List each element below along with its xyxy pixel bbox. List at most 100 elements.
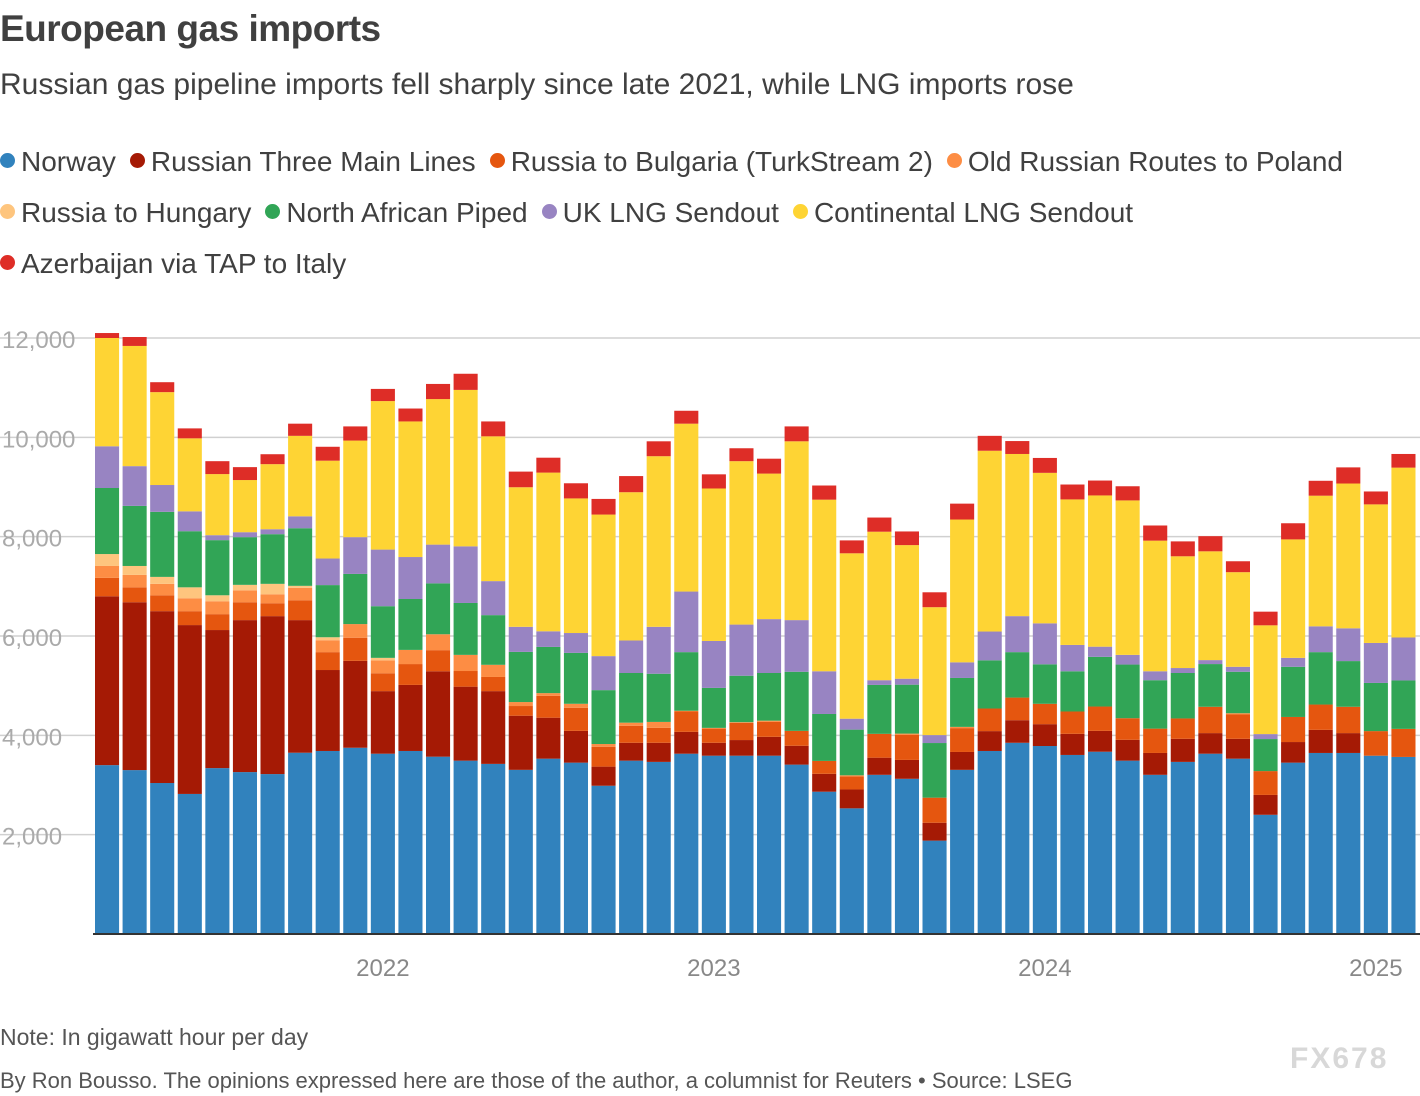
bar-segment-uk-lng-sendout bbox=[315, 558, 340, 586]
bar-segment-north-african-piped bbox=[122, 505, 147, 566]
bar-segment-uk-lng-sendout bbox=[95, 446, 120, 488]
x-tick-label: 2023 bbox=[687, 955, 740, 980]
bar-segment-uk-lng-sendout bbox=[922, 735, 947, 744]
bar-segment-uk-lng-sendout bbox=[260, 529, 285, 535]
bar-segment-norway bbox=[701, 755, 726, 934]
x-tick-label: 2022 bbox=[356, 955, 409, 980]
bar-segment-russian-three-main-lines bbox=[977, 731, 1002, 751]
bar-segment-russian-three-main-lines bbox=[839, 789, 864, 809]
bar-segment-norway bbox=[1170, 761, 1195, 934]
bar-segment-russian-three-main-lines bbox=[894, 759, 919, 779]
bar-segment-north-african-piped bbox=[977, 660, 1002, 709]
bar-segment-russia-to-bulgaria-turkstream-2 bbox=[1363, 731, 1388, 756]
bar-segment-continental-lng-sendout bbox=[1143, 540, 1168, 672]
bar-segment-north-african-piped bbox=[812, 713, 837, 761]
bar-segment-norway bbox=[1088, 751, 1113, 934]
bar-segment-uk-lng-sendout bbox=[1170, 668, 1195, 674]
bar-segment-russian-three-main-lines bbox=[1170, 738, 1195, 762]
bar-segment-old-russian-routes-to-poland bbox=[122, 574, 147, 588]
bar-segment-azerbaijan-via-tap-to-italy bbox=[839, 540, 864, 554]
bar-segment-russia-to-bulgaria-turkstream-2 bbox=[1088, 706, 1113, 731]
bar-segment-russia-to-bulgaria-turkstream-2 bbox=[1170, 718, 1195, 739]
bar-segment-russian-three-main-lines bbox=[232, 620, 257, 773]
bar-segment-azerbaijan-via-tap-to-italy bbox=[784, 426, 809, 442]
bar-segment-continental-lng-sendout bbox=[398, 421, 423, 558]
bar-segment-azerbaijan-via-tap-to-italy bbox=[260, 454, 285, 465]
bar-segment-old-russian-routes-to-poland bbox=[205, 601, 230, 615]
bar-segment-russian-three-main-lines bbox=[729, 740, 754, 756]
bar-segment-uk-lng-sendout bbox=[343, 537, 368, 574]
legend-item: Russian Three Main Lines bbox=[129, 136, 476, 187]
bar-segment-russia-to-bulgaria-turkstream-2 bbox=[1032, 703, 1057, 725]
bar-segment-north-african-piped bbox=[619, 673, 644, 723]
bar-segment-old-russian-routes-to-poland bbox=[563, 703, 588, 708]
bar-segment-azerbaijan-via-tap-to-italy bbox=[315, 446, 340, 461]
bar-segment-uk-lng-sendout bbox=[1198, 660, 1223, 665]
bar-segment-uk-lng-sendout bbox=[839, 718, 864, 730]
bar-segment-norway bbox=[1005, 742, 1030, 934]
bar-segment-russian-three-main-lines bbox=[1115, 739, 1140, 761]
bar-segment-norway bbox=[150, 783, 175, 934]
watermark: FX678 bbox=[1290, 1042, 1389, 1075]
bar-segment-russia-to-bulgaria-turkstream-2 bbox=[867, 733, 892, 758]
bar-segment-north-african-piped bbox=[150, 511, 175, 577]
bar-segment-azerbaijan-via-tap-to-italy bbox=[701, 474, 726, 489]
bar-segment-continental-lng-sendout bbox=[757, 473, 782, 620]
bar-segment-norway bbox=[757, 755, 782, 934]
bar-segment-uk-lng-sendout bbox=[122, 466, 147, 506]
legend-item: Old Russian Routes to Poland bbox=[946, 136, 1343, 187]
bar-segment-old-russian-routes-to-poland bbox=[150, 583, 175, 596]
bar-segment-russia-to-bulgaria-turkstream-2 bbox=[95, 577, 120, 597]
bar-segment-continental-lng-sendout bbox=[508, 487, 533, 627]
bar-segment-uk-lng-sendout bbox=[1308, 626, 1333, 653]
bar-segment-old-russian-routes-to-poland bbox=[288, 587, 313, 601]
bar-segment-north-african-piped bbox=[260, 534, 285, 584]
legend: Norway Russian Three Main Lines Russia to … bbox=[0, 136, 1400, 289]
bar-segment-russian-three-main-lines bbox=[1143, 752, 1168, 775]
legend-item: Russia to Hungary bbox=[0, 187, 251, 238]
legend-item: Azerbaijan via TAP to Italy bbox=[0, 238, 346, 289]
bar-segment-azerbaijan-via-tap-to-italy bbox=[508, 471, 533, 488]
bar-segment-continental-lng-sendout bbox=[426, 399, 451, 545]
bar-segment-norway bbox=[1060, 754, 1085, 934]
bar-segment-norway bbox=[508, 769, 533, 934]
bar-segment-uk-lng-sendout bbox=[1032, 623, 1057, 665]
bar-segment-north-african-piped bbox=[1253, 739, 1278, 772]
bar-segment-continental-lng-sendout bbox=[812, 499, 837, 672]
bar-segment-old-russian-routes-to-poland bbox=[343, 624, 368, 638]
bar-segment-azerbaijan-via-tap-to-italy bbox=[177, 428, 202, 439]
bar-segment-continental-lng-sendout bbox=[1115, 500, 1140, 655]
bar-segment-azerbaijan-via-tap-to-italy bbox=[922, 592, 947, 608]
bar-segment-north-african-piped bbox=[950, 677, 975, 727]
bar-segment-russian-three-main-lines bbox=[508, 715, 533, 770]
bar-segment-russia-to-bulgaria-turkstream-2 bbox=[370, 673, 395, 692]
bar-segment-azerbaijan-via-tap-to-italy bbox=[1253, 611, 1278, 626]
bar-segment-russian-three-main-lines bbox=[398, 684, 423, 751]
bar-segment-uk-lng-sendout bbox=[1281, 657, 1306, 667]
bar-segment-uk-lng-sendout bbox=[729, 624, 754, 676]
bar-segment-russia-to-bulgaria-turkstream-2 bbox=[260, 603, 285, 617]
bar-segment-azerbaijan-via-tap-to-italy bbox=[1336, 467, 1361, 484]
bar-segment-russian-three-main-lines bbox=[563, 730, 588, 763]
bar-segment-north-african-piped bbox=[370, 606, 395, 658]
bar-segment-north-african-piped bbox=[729, 675, 754, 723]
bar-segment-north-african-piped bbox=[426, 583, 451, 635]
bar-segment-russian-three-main-lines bbox=[95, 596, 120, 766]
bar-segment-uk-lng-sendout bbox=[1060, 644, 1085, 672]
bar-segment-continental-lng-sendout bbox=[122, 345, 147, 467]
bar-segment-azerbaijan-via-tap-to-italy bbox=[95, 333, 120, 338]
bar-segment-old-russian-routes-to-poland bbox=[315, 640, 340, 653]
bar-segment-norway bbox=[646, 761, 671, 934]
bar-segment-azerbaijan-via-tap-to-italy bbox=[1281, 523, 1306, 540]
bar-segment-russian-three-main-lines bbox=[591, 766, 616, 786]
bar-segment-russia-to-bulgaria-turkstream-2 bbox=[343, 637, 368, 661]
bar-segment-norway bbox=[977, 750, 1002, 934]
bar-segment-russian-three-main-lines bbox=[784, 745, 809, 765]
bar-segment-russia-to-bulgaria-turkstream-2 bbox=[563, 707, 588, 731]
bar-segment-uk-lng-sendout bbox=[812, 671, 837, 714]
bar-segment-norway bbox=[1143, 774, 1168, 934]
bar-segment-old-russian-routes-to-poland bbox=[177, 598, 202, 612]
bar-segment-north-african-piped bbox=[536, 646, 561, 694]
bar-segment-continental-lng-sendout bbox=[453, 389, 478, 547]
legend-swatch-icon bbox=[0, 255, 15, 270]
